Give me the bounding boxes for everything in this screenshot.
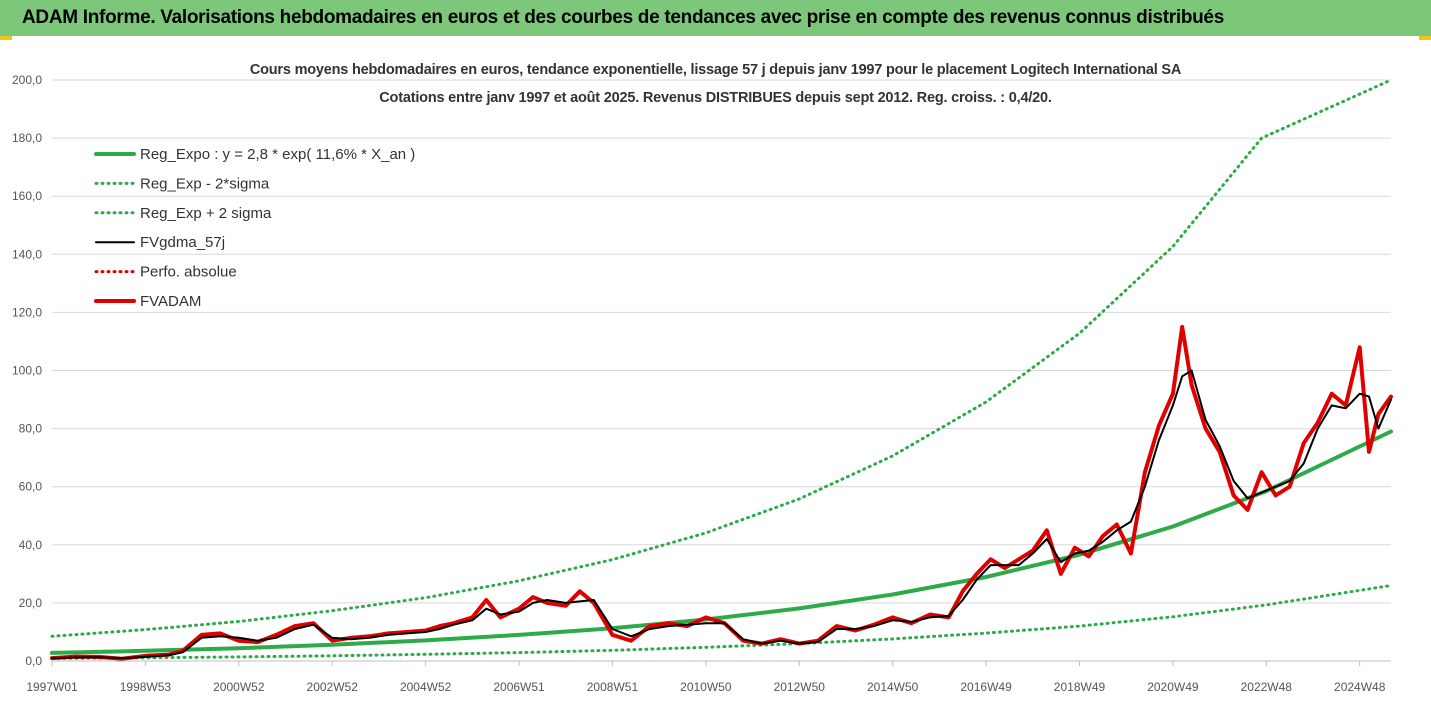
- x-tick-label: 2024W48: [1334, 680, 1386, 694]
- legend-label: Reg_Expo : y = 2,8 * exp( 11,6% * X_an ): [140, 146, 415, 163]
- corner-mark-left: [0, 36, 12, 40]
- x-tick-label: 2012W50: [774, 680, 826, 694]
- report-banner: ADAM Informe. Valorisations hebdomadaire…: [0, 0, 1431, 36]
- y-tick-label: 40,0: [19, 538, 43, 552]
- x-tick-label: 2000W52: [213, 680, 265, 694]
- report-title: ADAM Informe. Valorisations hebdomadaire…: [22, 7, 1224, 28]
- series-line: [50, 78, 1393, 638]
- y-tick-label: 100,0: [12, 364, 42, 378]
- x-tick-label: 2010W50: [680, 680, 732, 694]
- x-tick-label: 2014W50: [867, 680, 919, 694]
- x-tick-label: 2016W49: [960, 680, 1012, 694]
- y-tick-label: 140,0: [12, 247, 42, 261]
- y-tick-label: 20,0: [19, 596, 43, 610]
- legend-label: FVADAM: [140, 293, 201, 310]
- x-tick-label: 2004W52: [400, 680, 452, 694]
- y-tick-label: 120,0: [12, 305, 42, 319]
- legend-label: FVgdma_57j: [140, 234, 225, 251]
- x-tick-label: 2020W49: [1147, 680, 1199, 694]
- x-tick-label: 2002W52: [307, 680, 359, 694]
- series-line: [51, 369, 1392, 660]
- series-line: [50, 429, 1393, 655]
- x-tick-label: 2008W51: [587, 680, 639, 694]
- x-tick-label: 2022W48: [1241, 680, 1293, 694]
- y-tick-label: 200,0: [12, 73, 42, 87]
- chart-subtitle: Cotations entre janv 1997 et août 2025. …: [379, 90, 1052, 106]
- x-tick-label: 1997W01: [26, 680, 78, 694]
- x-tick-label: 1998W53: [120, 680, 172, 694]
- y-tick-label: 160,0: [12, 189, 42, 203]
- y-tick-label: 0,0: [25, 654, 42, 668]
- legend-label: Reg_Exp - 2*sigma: [140, 175, 270, 192]
- y-tick-label: 60,0: [19, 480, 43, 494]
- series-line: [50, 324, 1393, 661]
- legend-label: Perfo. absolue: [140, 264, 237, 281]
- y-tick-label: 80,0: [19, 422, 43, 436]
- corner-mark-right: [1419, 36, 1431, 40]
- chart-title: Cours moyens hebdomadaires en euros, ten…: [249, 62, 1182, 78]
- x-tick-label: 2006W51: [493, 680, 545, 694]
- series-line: [50, 584, 1393, 660]
- x-tick-label: 2018W49: [1054, 680, 1106, 694]
- legend-label: Reg_Exp + 2 sigma: [140, 205, 272, 222]
- y-tick-label: 180,0: [12, 131, 42, 145]
